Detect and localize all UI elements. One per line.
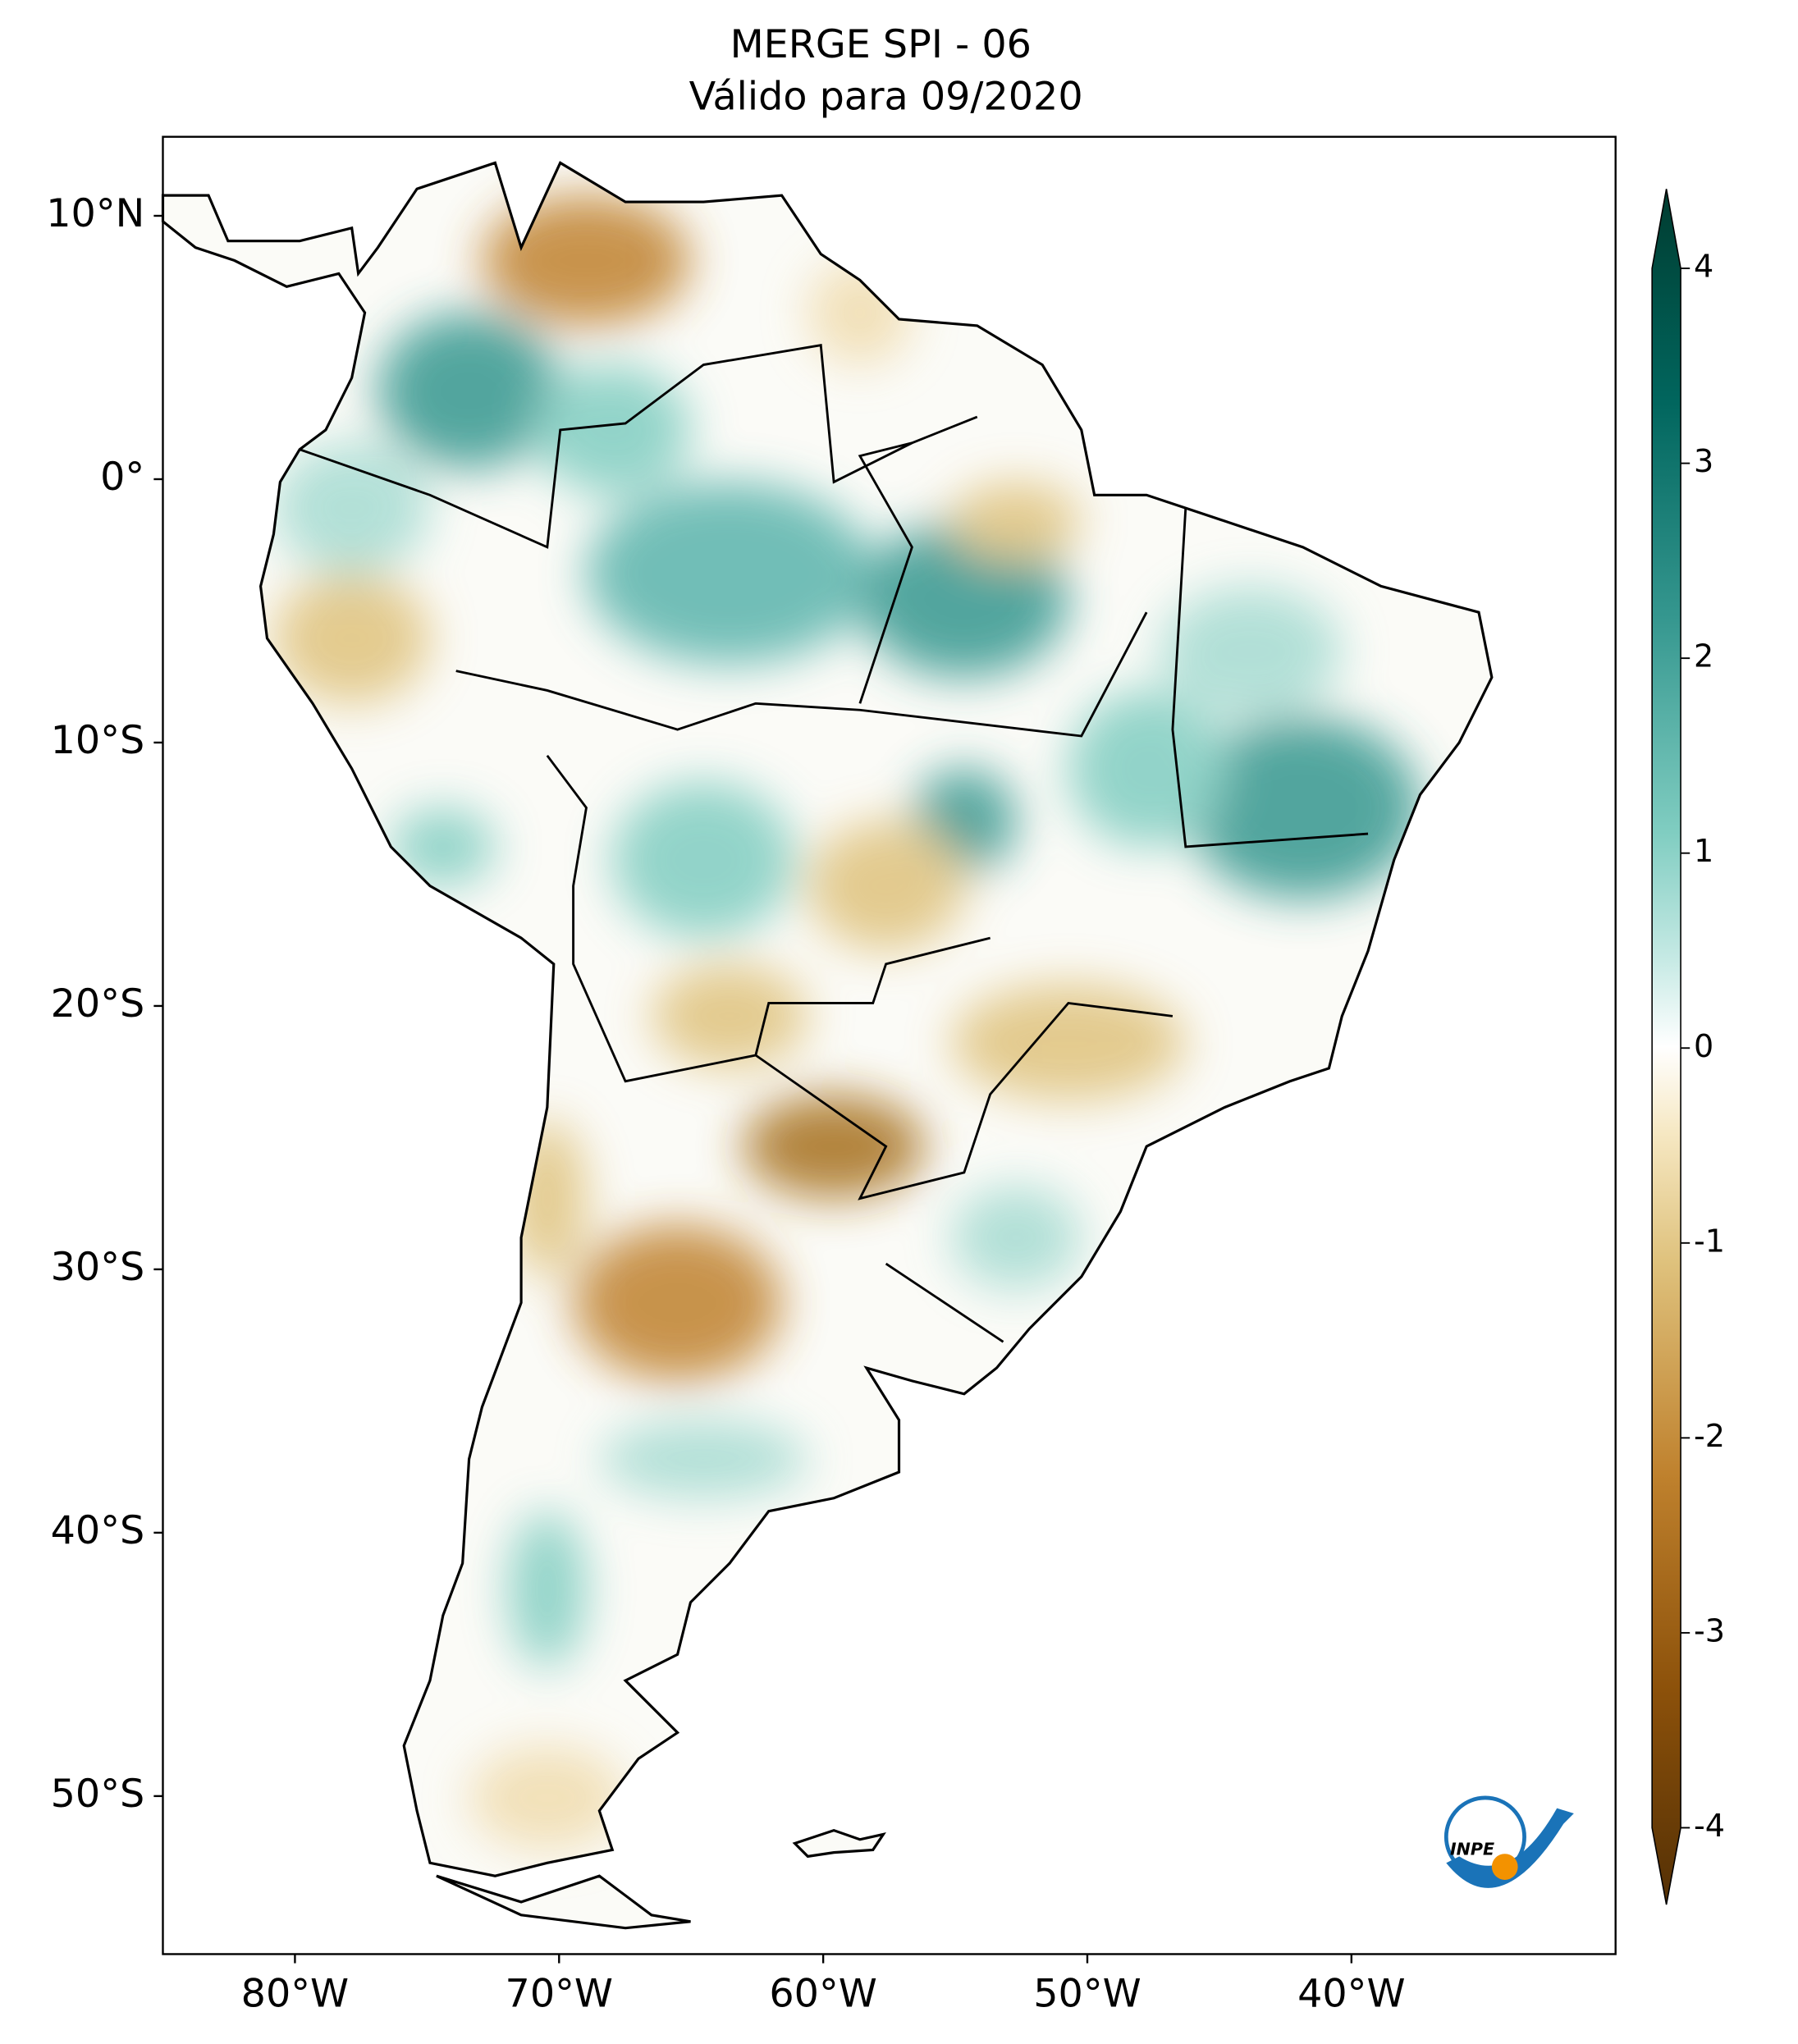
map-title: MERGE SPI - 06: [730, 22, 1032, 67]
colorbar-tick-label: -1: [1694, 1223, 1725, 1259]
y-tick-label: 40°S: [51, 1508, 145, 1553]
colorbar-tick-label: -3: [1694, 1612, 1725, 1648]
x-tick-label: 70°W: [506, 1971, 613, 2016]
map-frame: [162, 135, 1617, 1955]
x-tick-label: 60°W: [769, 1971, 876, 2016]
logo-dot: [1491, 1854, 1518, 1880]
map-subtitle: Válido para 09/2020: [689, 75, 1083, 120]
colorbar-tick-label: -4: [1694, 1808, 1725, 1844]
spi-field: [162, 162, 1492, 1928]
colorbar-tick-label: 1: [1694, 833, 1713, 869]
y-tick-label: 0°: [100, 455, 144, 500]
logo-arrow: [1446, 1808, 1574, 1888]
colorbar: [1651, 189, 1681, 1905]
colorbar-tick-label: 2: [1694, 638, 1713, 674]
y-tick-label: 30°S: [51, 1245, 145, 1290]
borders: [299, 344, 1369, 1343]
logo-text: INPE: [1450, 1839, 1494, 1859]
colorbar-tick-label: 3: [1694, 443, 1713, 479]
x-tick-label: 50°W: [1033, 1971, 1141, 2016]
logo: INPE: [1443, 1795, 1574, 1888]
colorbar-tick-label: 4: [1694, 249, 1713, 285]
x-tick-label: 40°W: [1297, 1971, 1405, 2016]
y-tick-label: 20°S: [51, 981, 145, 1027]
x-tick-label: 80°W: [241, 1971, 349, 2016]
colorbar-body: [1651, 189, 1681, 1905]
y-tick-label: 10°N: [46, 191, 144, 236]
y-tick-label: 50°S: [51, 1772, 145, 1817]
colorbar-tick-label: -2: [1694, 1418, 1725, 1454]
y-tick-label: 10°S: [51, 718, 145, 763]
colorbar-tick-label: 0: [1694, 1028, 1713, 1064]
